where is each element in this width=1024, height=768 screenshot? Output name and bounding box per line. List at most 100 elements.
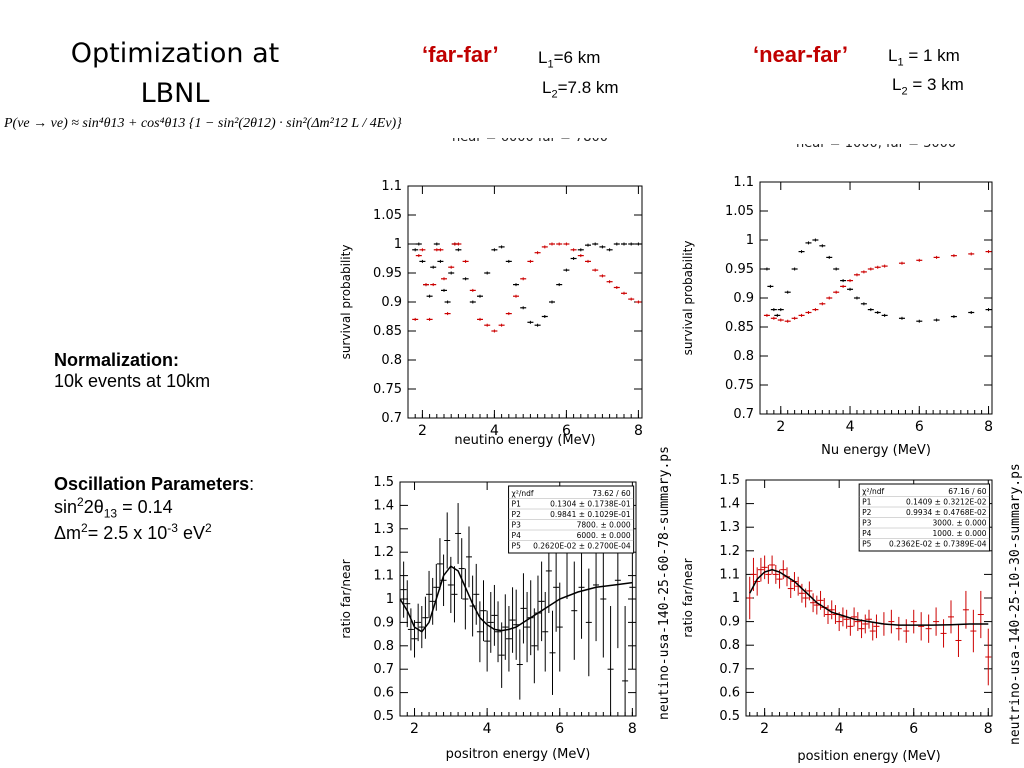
far-far-l2: L2=7.8 km xyxy=(542,78,619,101)
y-tick-label: 0.5 xyxy=(373,709,394,724)
fit-curve xyxy=(749,568,989,626)
far-far-ratio-chart: 0.5 0.6 0.7 0.8 0.9 1 1.1 1.2 1.3 1.4 1.5 2 4 6 8 posit… xyxy=(339,475,637,762)
y-tick-label: 0.8 xyxy=(373,639,394,654)
fit-param-value: 0.1304 ± 0.1738E-01 xyxy=(550,500,631,509)
y-tick-label: 1.1 xyxy=(381,179,402,194)
x-axis-label: position energy (MeV) xyxy=(797,749,940,764)
y-tick-label: 1.3 xyxy=(373,522,394,537)
fit-param-name: P4 xyxy=(862,529,872,538)
y-tick-label: 1 xyxy=(386,592,394,607)
fit-param-name: P1 xyxy=(862,498,872,507)
y-axis-label: survival probability xyxy=(681,241,695,356)
y-tick-label: 0.9 xyxy=(373,615,394,630)
far-far-label: ‘far-far’ xyxy=(422,42,499,67)
fit-param-value: 0.2362E-02 ± 0.7389E-04 xyxy=(889,540,987,549)
fit-param-name: P2 xyxy=(512,510,522,519)
y-tick-label: 0.75 xyxy=(373,382,402,397)
near-far-l2: L2 = 3 km xyxy=(892,75,964,98)
title-line-1: Optimization at xyxy=(70,38,280,69)
fit-param-value: 67.16 / 60 xyxy=(948,487,987,496)
x-tick-label: 4 xyxy=(835,721,844,737)
y-tick-label: 0.9 xyxy=(381,295,402,310)
cut-caption-left: near = 6000 far = 7800 xyxy=(452,138,608,147)
y-tick-label: 0.7 xyxy=(733,407,754,422)
delta-m2: Δm2= 2.5 x 10-3 eV2 xyxy=(54,520,212,543)
far-far-survival-chart: 0.7 0.75 0.8 0.85 0.9 0.95 1 1.05 1.1 2 4 6 8 neutino… xyxy=(339,179,643,448)
fit-param-value: 6000. ± 0.000 xyxy=(577,531,631,540)
plot-frame xyxy=(407,185,643,419)
near-far-survival-chart: 0.7 0.75 0.8 0.85 0.9 0.95 1 1.05 1.1 2 4 6 8 Nu ener… xyxy=(681,175,993,458)
y-tick-label: 0.8 xyxy=(719,638,740,653)
fit-param-name: P2 xyxy=(862,508,872,517)
y-tick-label: 1.5 xyxy=(719,473,740,488)
sin2-theta13: sin22θ13 = 0.14 xyxy=(54,495,173,521)
slide-title: Optimization at LBNL xyxy=(20,34,330,114)
fit-param-name: P5 xyxy=(862,540,872,549)
y-tick-label: 1.3 xyxy=(719,520,740,535)
y-tick-label: 0.8 xyxy=(381,353,402,368)
far-far-l1: L1=6 km xyxy=(538,48,601,71)
fit-param-name: χ²/ndf xyxy=(512,489,534,498)
y-tick-label: 0.7 xyxy=(719,662,740,677)
fit-param-value: 73.62 / 60 xyxy=(592,489,631,498)
normalization-heading: Normalization: xyxy=(54,350,180,370)
x-tick-label: 8 xyxy=(628,721,637,737)
x-tick-label: 2 xyxy=(418,423,427,439)
normalization-text: 10k events at 10km xyxy=(54,371,211,391)
y-tick-label: 0.85 xyxy=(373,324,402,339)
x-tick-label: 2 xyxy=(776,419,785,435)
x-tick-label: 8 xyxy=(984,721,993,737)
y-tick-label: 1 xyxy=(732,591,740,606)
fit-param-value: 7800. ± 0.000 xyxy=(577,521,631,530)
y-axis-label: ratio far/near xyxy=(681,558,695,637)
near-far-ratio-chart: 0.5 0.6 0.7 0.8 0.9 1 1.1 1.2 1.3 1.4 1.5 2 4 6 8 posit… xyxy=(681,473,993,764)
x-axis-label: positron energy (MeV) xyxy=(446,747,591,762)
y-tick-label: 1.4 xyxy=(719,497,740,512)
plot-frame xyxy=(759,181,993,415)
y-tick-label: 1 xyxy=(394,237,402,252)
y-tick-label: 0.75 xyxy=(725,378,754,393)
fit-param-value: 3000. ± 0.000 xyxy=(933,519,987,528)
fit-param-value: 0.2620E-02 ± 0.2700E-04 xyxy=(533,542,631,551)
y-tick-label: 1.2 xyxy=(719,544,740,559)
survival-formula: P(νe → νe) ≈ sin⁴θ13 + cos⁴θ13 {1 − sin²… xyxy=(4,116,402,131)
x-axis-label: Nu energy (MeV) xyxy=(821,443,931,458)
title-line-2: LBNL xyxy=(140,78,210,109)
y-tick-label: 1.1 xyxy=(733,175,754,190)
y-tick-label: 1.5 xyxy=(373,475,394,490)
ps-file-label-right: neutrino-usa-140-25-10-30-summary.ps xyxy=(1008,463,1023,745)
near-far-label: ‘near-far’ xyxy=(753,42,848,67)
x-tick-label: 2 xyxy=(410,721,419,737)
y-tick-label: 0.95 xyxy=(725,262,754,277)
x-tick-label: 2 xyxy=(760,721,769,737)
oscillation-block: Oscillation Parameters: sin22θ13 = 0.14 … xyxy=(54,474,255,543)
fit-param-value: 0.9841 ± 0.1029E-01 xyxy=(550,510,631,519)
y-tick-label: 1 xyxy=(746,233,754,248)
y-tick-label: 1.05 xyxy=(373,208,402,223)
y-tick-label: 0.7 xyxy=(381,411,402,426)
x-tick-label: 4 xyxy=(490,423,499,439)
y-tick-label: 0.9 xyxy=(719,615,740,630)
x-axis-label: neutino energy (MeV) xyxy=(454,433,595,448)
y-tick-label: 1.1 xyxy=(373,569,394,584)
fit-param-name: P3 xyxy=(512,521,522,530)
near-far-l1: L1 = 1 km xyxy=(888,46,960,69)
y-tick-label: 0.9 xyxy=(733,291,754,306)
fit-param-name: P4 xyxy=(512,531,522,540)
oscillation-heading: Oscillation Parameters xyxy=(54,474,250,494)
x-tick-label: 8 xyxy=(984,419,993,435)
y-tick-label: 0.8 xyxy=(733,349,754,364)
fit-param-name: P1 xyxy=(512,500,522,509)
ps-file-label-left: neutino-usa-140-25-60-78-summary.ps xyxy=(657,446,672,720)
x-tick-label: 6 xyxy=(555,721,564,737)
x-tick-label: 4 xyxy=(846,419,855,435)
y-tick-label: 0.6 xyxy=(719,685,740,700)
x-tick-label: 6 xyxy=(562,423,571,439)
x-tick-label: 4 xyxy=(483,721,492,737)
y-axis-label: ratio far/near xyxy=(339,559,353,638)
normalization-block: Normalization: 10k events at 10km xyxy=(54,350,210,392)
fit-curve xyxy=(399,565,633,633)
y-tick-label: 0.95 xyxy=(373,266,402,281)
y-tick-label: 1.4 xyxy=(373,498,394,513)
y-tick-label: 1.05 xyxy=(725,204,754,219)
